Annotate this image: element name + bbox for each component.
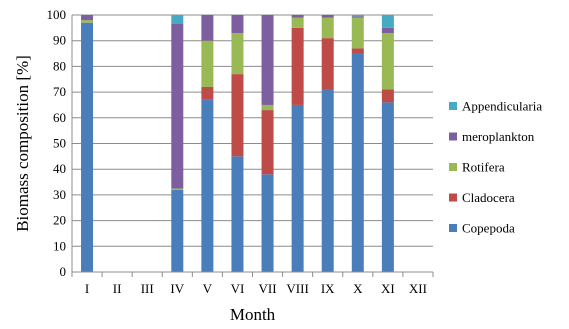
bar-segment-copepoda-x [351,53,364,272]
x-tick-label: XI [381,281,395,296]
x-tick-label: I [85,281,89,296]
bar-segment-rotifera-vi [231,32,244,75]
bar-segment-rotifera-xi [381,32,394,90]
x-tick-label: VII [259,281,277,296]
bar-segment-meroplankton-viii [291,15,304,18]
bar-segment-cladocera-v [201,86,214,100]
legend-swatch-rotifera [449,163,457,171]
bar-segment-copepoda-xi [381,102,394,272]
legend: Appendicularia meroplankton Rotifera Cladoc… [449,99,542,236]
y-tick-label: 90 [53,33,66,48]
bar-segment-meroplankton-iv [171,23,184,189]
x-tick-label: II [113,281,122,296]
bar-segment-cladocera-xi [381,89,394,103]
x-tick-label: IX [321,281,335,296]
x-tick-labels: I II III IV V VI VII VIII IX X XI XII [85,281,427,296]
legend-swatch-copepoda [449,224,457,232]
bar-segment-meroplankton-v [201,15,214,41]
y-tick-label: 40 [53,161,66,176]
y-tick-labels: 0 10 20 30 40 50 60 70 80 90 100 [47,7,67,279]
legend-swatch-appendicularia [449,102,457,110]
y-tick-label: 50 [53,136,66,151]
bar-segment-rotifera-x [351,17,364,49]
bar-segment-copepoda-vii [261,174,274,272]
bar-segment-copepoda-iv [171,189,184,272]
bar-segment-meroplankton-vii [261,15,274,105]
y-tick-label: 80 [53,58,66,73]
bar-segment-meroplankton-ix [321,15,334,18]
y-tick-label: 70 [53,84,66,99]
bar-segment-rotifera-vii [261,104,274,111]
y-tick-label: 30 [53,187,66,202]
y-tick-label: 60 [53,110,66,125]
bar-segment-copepoda-viii [291,104,304,272]
y-tick-label: 10 [53,238,66,253]
bar-segment-rotifera-ix [321,17,334,39]
gridlines [72,14,433,273]
bar-segment-meroplankton-xi [381,27,394,33]
bars [81,15,394,273]
bar-segment-meroplankton-i [81,15,94,21]
bar-segment-cladocera-ix [321,38,334,90]
bar-segment-rotifera-iv [171,188,184,190]
bar-segment-cladocera-viii [291,27,304,105]
bar-segment-rotifera-i [81,20,94,23]
x-tick-label: V [203,281,213,296]
x-tick-label: X [353,281,363,296]
bar-segment-cladocera-vi [231,74,244,157]
bar-segment-cladocera-vii [261,110,274,175]
bar-segment-cladocera-x [351,48,364,54]
bar-segment-meroplankton-x [351,16,364,18]
legend-label-copepoda: Copepoda [462,221,515,236]
legend-swatch-cladocera [449,193,457,202]
bar-segment-copepoda-v [201,99,214,272]
x-tick-label: III [141,281,154,296]
x-tick-label: XII [409,281,427,296]
x-tick-label: VI [231,281,245,296]
legend-label-appendicularia: Appendicularia [462,99,542,114]
x-axis-title: Month [230,305,276,324]
bar-segment-meroplankton-vi [231,15,244,33]
bar-segment-copepoda-vi [231,156,244,272]
legend-swatch-meroplankton [449,132,457,141]
bar-segment-rotifera-viii [291,17,304,28]
bar-segment-appendicularia-xi [381,15,394,28]
bar-segment-appendicularia-x [351,15,364,17]
y-tick-label: 100 [47,7,67,22]
y-tick-label: 0 [60,264,67,279]
bar-segment-copepoda-i [81,22,94,273]
bar-segment-appendicularia-iv [171,15,184,24]
y-tick-label: 20 [53,213,66,228]
x-tick-label: VIII [286,281,308,296]
y-axis-title: Biomass composition [%] [13,55,32,232]
axes [71,15,434,277]
bar-segment-copepoda-ix [321,89,334,272]
legend-label-cladocera: Cladocera [462,190,515,205]
x-tick-label: IV [170,281,184,296]
bar-segment-rotifera-v [201,40,214,87]
legend-label-meroplankton: meroplankton [462,129,535,144]
legend-label-rotifera: Rotifera [462,160,505,175]
